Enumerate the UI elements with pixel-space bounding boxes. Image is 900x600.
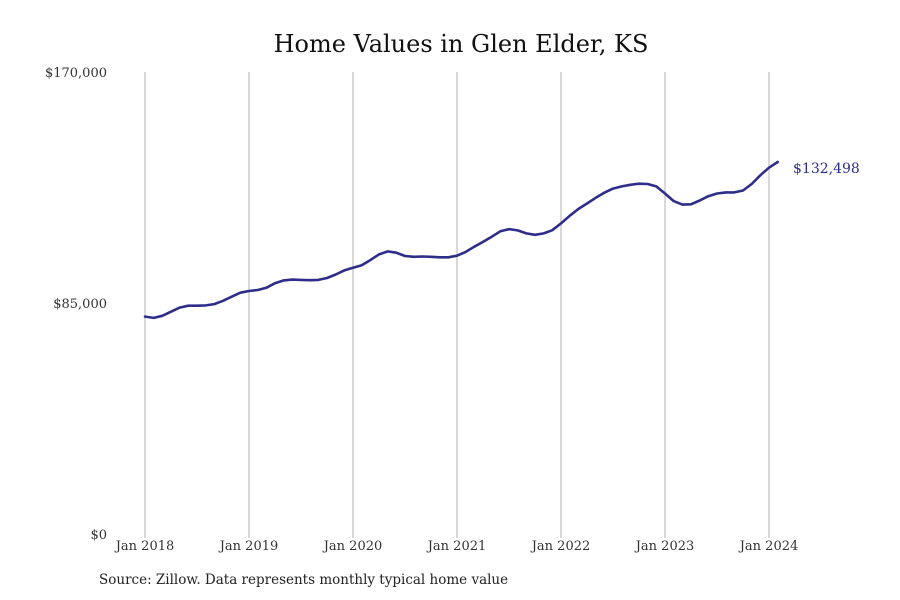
x-tick-label: Jan 2021 (426, 539, 487, 554)
y-axis: $0 $85,000 $170,000 (45, 66, 107, 543)
chart-title: Home Values in Glen Elder, KS (274, 30, 649, 58)
x-tick-label: Jan 2024 (738, 539, 799, 554)
y-tick-label: $0 (90, 528, 107, 543)
y-tick-label: $85,000 (53, 297, 107, 312)
series-layer: $132,498 (143, 160, 860, 320)
x-tick-label: Jan 2019 (218, 539, 279, 554)
x-tick-label: Jan 2018 (114, 539, 175, 554)
y-tick-label: $170,000 (45, 66, 107, 81)
end-value-label: $132,498 (793, 161, 860, 177)
gridlines (144, 72, 770, 538)
x-tick-label: Jan 2020 (322, 539, 383, 554)
x-tick-label: Jan 2022 (530, 539, 591, 554)
x-axis: Jan 2018 Jan 2019 Jan 2020 Jan 2021 Jan 2022… (114, 539, 799, 554)
home-value-line (143, 160, 779, 320)
source-note: Source: Zillow. Data represents monthly … (99, 572, 509, 588)
x-tick-label: Jan 2023 (634, 539, 695, 554)
